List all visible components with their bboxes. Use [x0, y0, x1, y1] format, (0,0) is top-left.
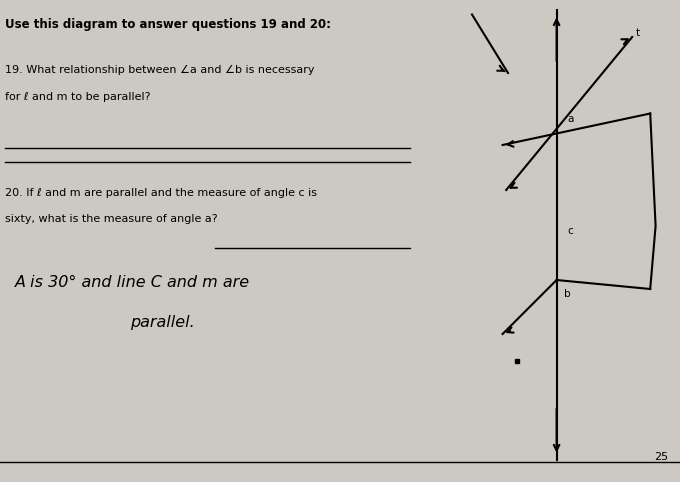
Text: sixty, what is the measure of angle a?: sixty, what is the measure of angle a?	[5, 214, 218, 224]
Text: for ℓ and m to be parallel?: for ℓ and m to be parallel?	[5, 92, 150, 102]
Text: t: t	[636, 28, 640, 38]
Text: 19. What relationship between ∠a and ∠b is necessary: 19. What relationship between ∠a and ∠b …	[5, 65, 314, 75]
Text: 25: 25	[654, 452, 668, 462]
Text: a: a	[567, 113, 574, 123]
Text: 20. If ℓ and m are parallel and the measure of angle c is: 20. If ℓ and m are parallel and the meas…	[5, 188, 317, 198]
Text: b: b	[564, 289, 571, 299]
Text: c: c	[567, 226, 573, 236]
Text: Use this diagram to answer questions 19 and 20:: Use this diagram to answer questions 19 …	[5, 18, 331, 31]
Text: A is 30° and line C and m are: A is 30° and line C and m are	[15, 275, 250, 290]
Text: parallel.: parallel.	[130, 315, 194, 330]
